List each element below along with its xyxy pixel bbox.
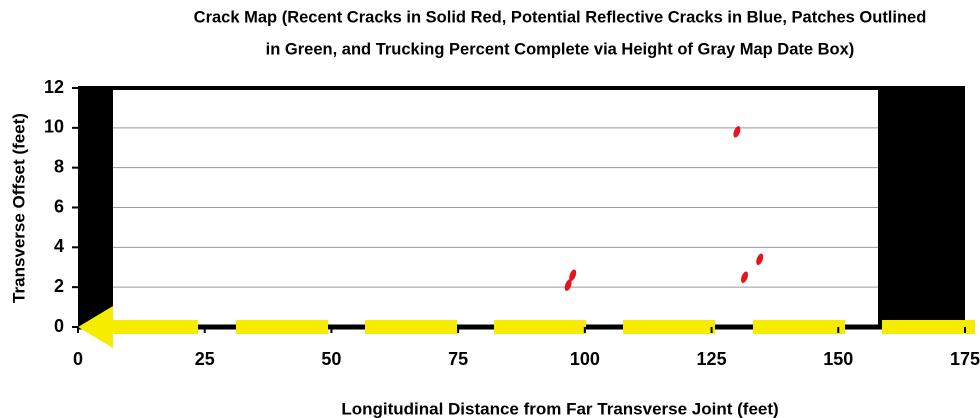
x-tick-label: 100 [570, 349, 600, 369]
dash [623, 320, 715, 334]
y-tick-label: 8 [54, 156, 64, 176]
crack [564, 279, 572, 291]
plot-border [78, 86, 965, 90]
trucking-bar [78, 306, 975, 348]
y-tick-label: 12 [44, 77, 64, 97]
x-tick-label: 175 [950, 349, 980, 369]
dash [494, 320, 586, 334]
dash [753, 320, 845, 334]
chart-title: in Green, and Trucking Percent Complete … [266, 40, 855, 58]
y-tick-label: 10 [44, 117, 64, 137]
x-tick-label: 150 [823, 349, 853, 369]
crack [733, 126, 741, 138]
black-region [878, 86, 965, 327]
y-tick-label: 2 [54, 276, 64, 296]
dash [236, 320, 328, 334]
y-tick-label: 4 [54, 236, 64, 256]
x-tick-label: 75 [448, 349, 468, 369]
crack [756, 253, 764, 266]
x-tick-label: 25 [195, 349, 215, 369]
x-axis-label: Longitudinal Distance from Far Transvers… [341, 399, 778, 418]
chart-title: Crack Map (Recent Cracks in Solid Red, P… [194, 8, 927, 26]
dash [108, 320, 198, 334]
x-tick-label: 0 [73, 349, 83, 369]
crack [741, 271, 749, 283]
y-tick-label: 0 [54, 316, 64, 336]
x-tick-label: 125 [697, 349, 727, 369]
y-tick-label: 6 [54, 196, 64, 216]
crack [569, 269, 577, 281]
black-region [78, 86, 113, 327]
arrow-head [78, 306, 113, 348]
dash [365, 320, 457, 334]
y-axis-label: Transverse Offset (feet) [9, 113, 28, 303]
x-tick-label: 50 [321, 349, 341, 369]
dash [882, 320, 975, 334]
